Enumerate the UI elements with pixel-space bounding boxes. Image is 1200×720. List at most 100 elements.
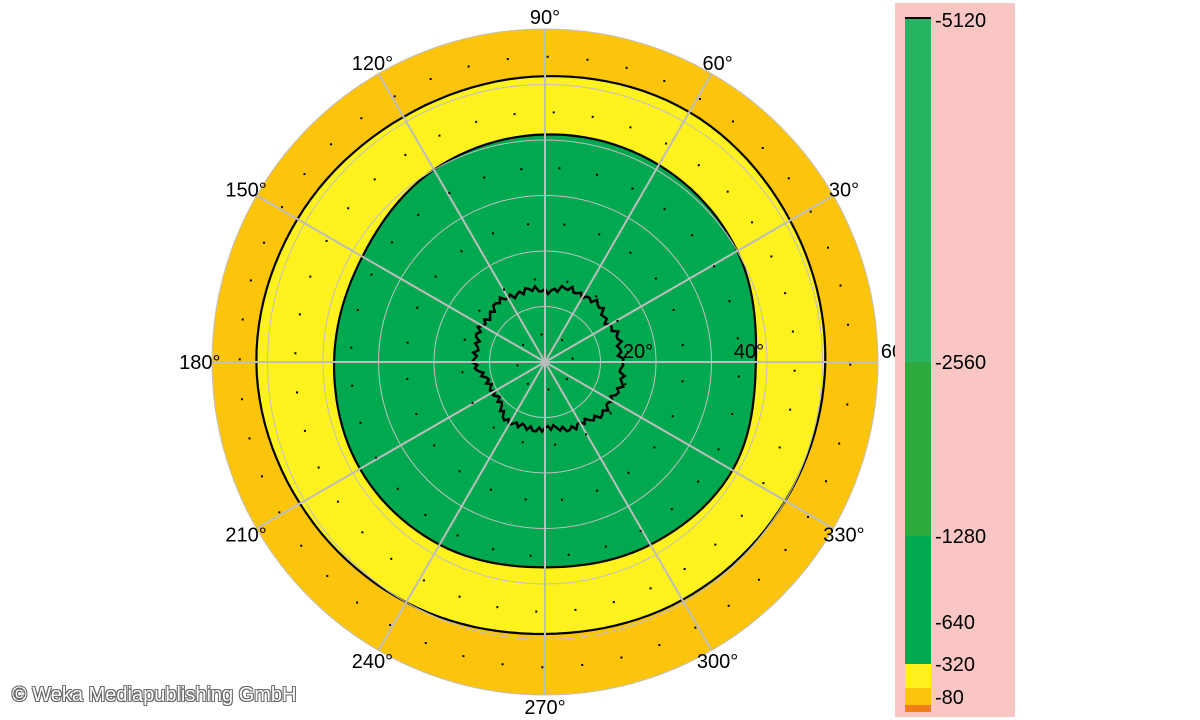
sample-point (533, 278, 536, 281)
angle-label-90: 90° (530, 7, 560, 29)
spoke-60 (544, 73, 713, 363)
sample-point (374, 456, 377, 459)
sample-point (462, 655, 465, 658)
sample-point (260, 475, 263, 478)
sample-point (356, 309, 359, 312)
sample-point (303, 173, 306, 176)
sample-point (787, 177, 790, 180)
sample-point (238, 358, 241, 361)
sample-point (278, 511, 281, 514)
sample-point (389, 624, 392, 627)
sample-point (506, 58, 509, 61)
sample-point (595, 173, 598, 176)
sample-point (390, 557, 393, 560)
sample-point (424, 514, 427, 517)
spoke-210 (256, 361, 546, 530)
sample-point (714, 543, 717, 546)
sample-point (527, 223, 530, 226)
sample-point (639, 530, 642, 533)
sample-point (849, 363, 852, 366)
sample-point (393, 95, 396, 98)
sample-point (571, 357, 574, 360)
sample-point (726, 190, 729, 193)
sample-point (503, 288, 506, 291)
legend-swatch-5 (905, 705, 931, 712)
sample-point (807, 515, 810, 518)
sample-point (591, 115, 594, 118)
sample-point (565, 378, 568, 381)
sample-point (784, 548, 787, 551)
sample-point (653, 446, 656, 449)
sample-points (238, 55, 852, 669)
sample-point (434, 275, 437, 278)
legend-swatch-2 (905, 536, 931, 664)
sample-point (584, 433, 587, 436)
sample-point (609, 412, 612, 415)
sample-point (303, 429, 306, 432)
sample-point (326, 574, 329, 577)
sample-point (429, 77, 432, 80)
spoke-30 (544, 194, 834, 363)
sample-point (350, 346, 353, 349)
legend-tick-label-5120: -5120 (935, 10, 986, 32)
sample-point (827, 246, 830, 249)
sample-point (663, 80, 666, 83)
sample-point (249, 279, 252, 282)
angle-label-300: 300° (697, 651, 738, 673)
sample-point (586, 58, 589, 61)
sample-point (424, 641, 427, 644)
sample-point (294, 352, 297, 355)
spoke-330 (544, 361, 834, 530)
sample-point (300, 544, 303, 547)
sample-point (298, 313, 301, 316)
sample-point (654, 277, 657, 280)
sample-point (296, 391, 299, 394)
sample-point (460, 250, 463, 253)
angle-label-30: 30° (829, 179, 859, 201)
sample-point (317, 466, 320, 469)
sample-point (396, 487, 399, 490)
sample-point (554, 443, 557, 446)
sample-point (713, 265, 716, 268)
spoke-150 (256, 194, 546, 363)
sample-point (406, 341, 409, 344)
sample-point (672, 309, 675, 312)
angle-label-120: 120° (352, 53, 393, 75)
axis-layer: 30° 60° 90° 120° 150° 180° 210° 240° 270° 300° 330… (179, 7, 911, 719)
sample-point (838, 442, 841, 445)
spoke-240 (377, 361, 546, 651)
spoke-300 (544, 361, 713, 651)
sample-point (248, 437, 251, 440)
sample-point (483, 176, 486, 179)
sample-point (839, 284, 842, 287)
sample-point (529, 554, 532, 557)
sample-point (361, 531, 364, 534)
sample-point (698, 97, 701, 100)
sample-point (526, 382, 529, 385)
sample-point (406, 377, 409, 380)
sample-point (629, 251, 632, 254)
sample-point (241, 318, 244, 321)
sample-point (521, 441, 524, 444)
sample-point (563, 223, 566, 226)
sample-point (663, 207, 666, 210)
sample-point (751, 221, 754, 224)
legend-swatch-0 (905, 18, 931, 362)
radial-label-40: 40° (734, 341, 764, 363)
sample-point (280, 206, 283, 209)
legend-tick-label-640: -640 (935, 612, 975, 634)
legend-tick-label-320: -320 (935, 654, 975, 676)
sample-point (631, 187, 634, 190)
sample-point (649, 587, 652, 590)
sample-point (625, 66, 628, 69)
sample-point (561, 339, 564, 342)
sample-point (846, 323, 849, 326)
legend-tick-label-2560: -2560 (935, 352, 986, 374)
sample-point (731, 120, 734, 123)
sample-point (492, 548, 495, 551)
legend-swatch-4 (905, 688, 931, 705)
sample-point (416, 306, 419, 309)
sample-point (458, 595, 461, 598)
copyright-credit: © Weka Mediapublishing GmbH (12, 684, 297, 706)
